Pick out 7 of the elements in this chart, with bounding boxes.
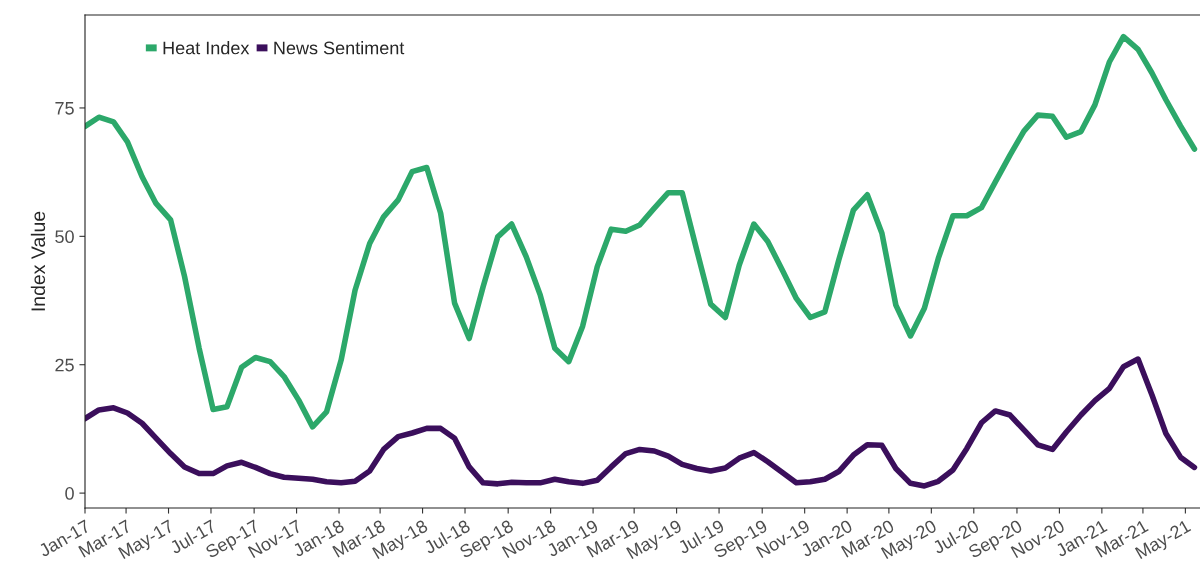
legend-label: News Sentiment: [274, 41, 405, 55]
legend-label: Heat Index: [163, 41, 250, 55]
y-tick-label: 75: [55, 102, 74, 115]
y-tick-label: 25: [55, 358, 74, 372]
y-tick-label: 0: [65, 487, 74, 500]
y-tick-label: 50: [55, 230, 74, 244]
y-axis-title: Index Value: [30, 211, 46, 311]
